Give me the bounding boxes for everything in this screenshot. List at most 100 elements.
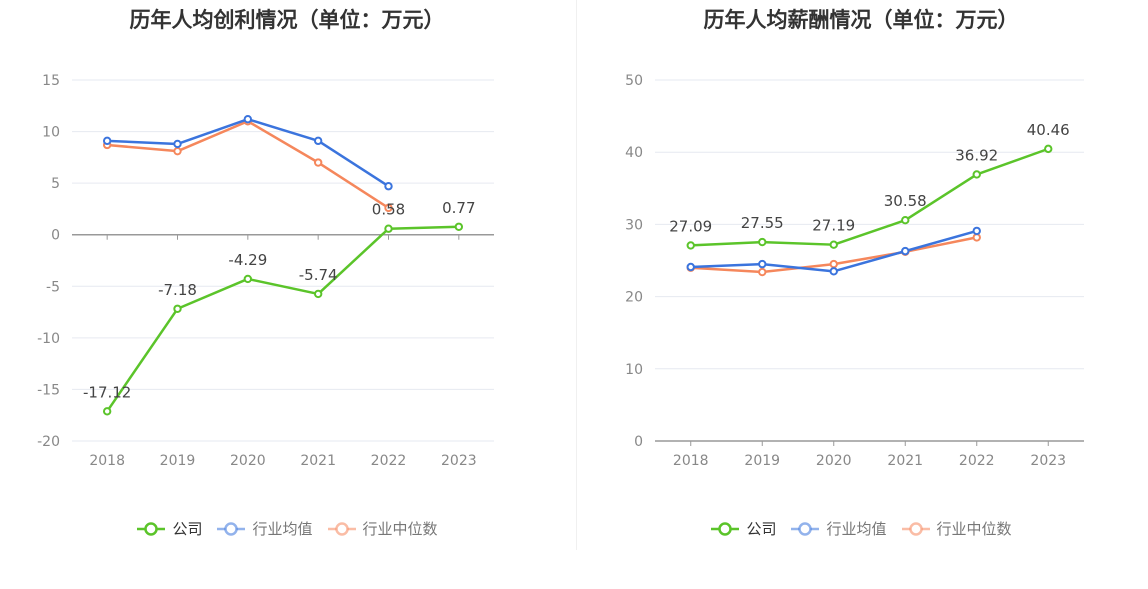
data-point-industry-average[interactable] [243, 114, 253, 124]
series-line-company [690, 147, 1049, 247]
data-label-company: -7.18 [158, 281, 197, 299]
y-tick-label: -10 [37, 331, 60, 347]
x-tick-label: 2019 [160, 453, 196, 469]
legend-item-company[interactable]: 公司 [136, 518, 202, 539]
data-point-company[interactable] [901, 216, 910, 225]
series-line-company [106, 225, 459, 413]
data-point-company[interactable] [1044, 144, 1053, 154]
data-label-company: 27.09 [669, 217, 712, 235]
legend-item-industry-median[interactable]: 行业中位数 [901, 518, 1012, 539]
legend-swatch-marker [908, 521, 923, 536]
data-point-industry-average[interactable] [829, 267, 838, 276]
data-label-company: 36.92 [955, 146, 998, 164]
salary-plot-area: 50 40 30 20 10 0 2018 2019 2020 2021 2022 2023 27.09… [625, 73, 1084, 469]
legend-label-industry-median: 行业中位数 [936, 520, 1012, 538]
x-tick-label: 2023 [441, 453, 477, 469]
x-tick-label: 2018 [673, 453, 709, 469]
legend-item-industry-average[interactable]: 行业均值 [790, 518, 887, 539]
data-label-company: -5.74 [299, 266, 338, 284]
legend-label-industry-average: 行业均值 [826, 520, 887, 538]
data-point-company[interactable] [384, 224, 393, 233]
x-tick-label: 2019 [744, 453, 780, 469]
x-tick-label: 2018 [89, 453, 125, 469]
chart-legend: 公司 行业均值 行业中位数 [574, 518, 1148, 539]
legend-label-company: 公司 [172, 520, 203, 538]
chart-legend: 公司 行业均值 行业中位数 [0, 518, 574, 539]
data-label-company: 27.19 [812, 217, 855, 235]
y-tick-label: 10 [625, 362, 643, 378]
data-point-company[interactable] [829, 240, 838, 249]
data-point-industry-average[interactable] [313, 136, 323, 146]
y-tick-label: 0 [634, 434, 643, 450]
legend-item-industry-median[interactable]: 行业中位数 [327, 518, 438, 539]
data-point-industry-average[interactable] [758, 259, 767, 269]
y-tick-label: 30 [625, 217, 643, 233]
legend-swatch-company [137, 521, 166, 536]
data-point-industry-average[interactable] [173, 139, 182, 149]
profit-plot-area: 15 10 5 0 -5 -10 -15 -20 2018 2019 2020 2021 2022 202… [37, 73, 494, 469]
data-point-industry-average[interactable] [901, 246, 910, 256]
legend-label-company: 公司 [746, 520, 777, 538]
data-point-company[interactable] [454, 222, 464, 231]
data-label-company: 30.58 [884, 192, 927, 210]
x-tick-label: 2021 [300, 453, 336, 469]
legend-item-industry-average[interactable]: 行业均值 [216, 518, 313, 539]
legend-swatch-marker [798, 521, 813, 536]
series-line-industry-median [107, 120, 390, 209]
y-tick-label: -15 [37, 382, 60, 398]
data-point-industry-average[interactable] [686, 262, 695, 272]
data-label-company: 27.55 [741, 214, 784, 232]
data-point-company[interactable] [313, 289, 323, 299]
data-point-industry-median[interactable] [972, 233, 981, 242]
data-label-company: 0.77 [442, 199, 475, 217]
legend-label-industry-median: 行业中位数 [362, 520, 438, 538]
data-point-industry-average[interactable] [102, 136, 112, 146]
data-point-industry-median[interactable] [313, 158, 323, 167]
data-point-industry-average[interactable] [384, 182, 393, 191]
x-tick-label: 2020 [816, 453, 852, 469]
y-tick-label: 0 [51, 228, 60, 244]
legend-swatch-marker [718, 521, 733, 536]
data-point-company[interactable] [173, 304, 182, 313]
chart-title: 历年人均薪酬情况（单位：万元） [703, 8, 1019, 32]
y-tick-label: 50 [625, 73, 643, 89]
profit-per-capita-chart: 历年人均创利情况（单位：万元） 15 10 5 0 -5 -10 -15 -20 2018 201… [0, 8, 574, 539]
x-tick-label: 2023 [1030, 453, 1066, 469]
legend-item-company[interactable]: 公司 [710, 518, 776, 539]
data-label-company: 40.46 [1027, 121, 1070, 139]
data-point-industry-median[interactable] [384, 203, 393, 213]
series-line-industry-average [107, 117, 390, 188]
y-tick-label: 20 [625, 290, 643, 306]
x-tick-label: 2022 [959, 453, 995, 469]
data-point-industry-median[interactable] [758, 267, 767, 277]
y-tick-label: -20 [37, 434, 60, 450]
data-label-company: -4.29 [228, 251, 267, 269]
x-tick-label: 2021 [887, 453, 923, 469]
data-point-company[interactable] [758, 237, 767, 247]
data-point-industry-average[interactable] [972, 226, 981, 236]
legend-swatch-marker [334, 521, 349, 536]
data-label-company: -17.12 [83, 383, 131, 401]
data-point-company[interactable] [102, 407, 112, 416]
y-tick-label: -5 [46, 279, 60, 295]
x-tick-label: 2022 [371, 453, 407, 469]
data-point-industry-median[interactable] [173, 146, 182, 156]
salary-per-capita-chart: 历年人均薪酬情况（单位：万元） 50 40 30 20 10 0 2018 2019 2020 2… [574, 0, 1148, 589]
legend-swatch-marker [144, 521, 159, 536]
data-point-company[interactable] [972, 170, 981, 179]
data-point-industry-median[interactable] [829, 259, 838, 269]
data-point-company[interactable] [243, 274, 253, 284]
legend-swatch-industry-median [327, 521, 356, 536]
y-tick-label: 15 [42, 73, 60, 89]
data-point-company[interactable] [686, 241, 695, 250]
panel-divider [576, 0, 577, 550]
legend-swatch-industry-average [217, 521, 246, 536]
y-tick-label: 40 [625, 145, 643, 161]
legend-swatch-industry-median [901, 521, 930, 536]
chart-title: 历年人均创利情况（单位：万元） [129, 8, 445, 32]
data-label-company: 0.58 [372, 201, 405, 219]
legend-swatch-marker [224, 521, 239, 536]
legend-swatch-industry-average [791, 521, 820, 536]
y-tick-label: 5 [51, 176, 60, 192]
legend-swatch-company [711, 521, 740, 536]
